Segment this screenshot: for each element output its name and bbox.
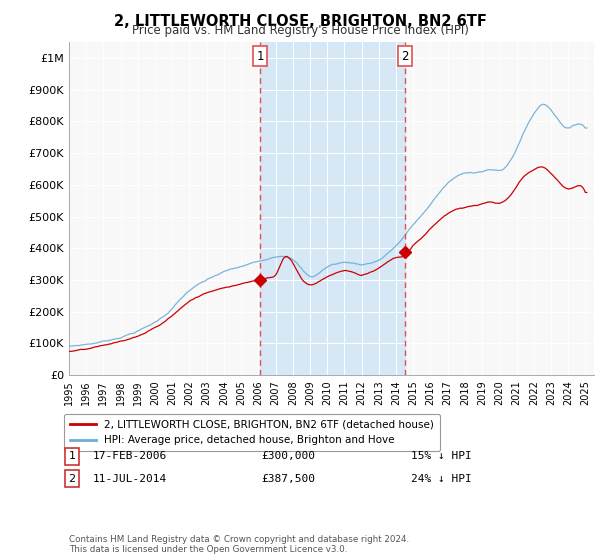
Text: 17-FEB-2006: 17-FEB-2006	[93, 451, 167, 461]
Text: 1: 1	[257, 50, 264, 63]
Text: 11-JUL-2014: 11-JUL-2014	[93, 474, 167, 484]
Text: 15% ↓ HPI: 15% ↓ HPI	[411, 451, 472, 461]
Text: 2, LITTLEWORTH CLOSE, BRIGHTON, BN2 6TF: 2, LITTLEWORTH CLOSE, BRIGHTON, BN2 6TF	[113, 14, 487, 29]
Text: 1: 1	[68, 451, 76, 461]
Bar	[260, 42, 406, 375]
Text: £387,500: £387,500	[261, 474, 315, 484]
Legend: 2, LITTLEWORTH CLOSE, BRIGHTON, BN2 6TF (detached house), HPI: Average price, de: 2, LITTLEWORTH CLOSE, BRIGHTON, BN2 6TF …	[64, 414, 440, 451]
Text: £300,000: £300,000	[261, 451, 315, 461]
Text: 24% ↓ HPI: 24% ↓ HPI	[411, 474, 472, 484]
Text: Contains HM Land Registry data © Crown copyright and database right 2024.
This d: Contains HM Land Registry data © Crown c…	[69, 535, 409, 554]
Text: 2: 2	[401, 50, 409, 63]
Text: 2: 2	[68, 474, 76, 484]
Text: Price paid vs. HM Land Registry's House Price Index (HPI): Price paid vs. HM Land Registry's House …	[131, 24, 469, 37]
